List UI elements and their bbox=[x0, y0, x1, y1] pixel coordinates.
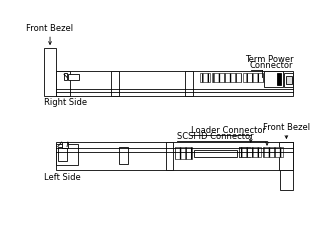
Bar bbox=[62, 142, 68, 148]
Bar bbox=[68, 74, 79, 80]
Bar bbox=[111, 71, 119, 96]
Bar bbox=[56, 142, 292, 170]
Bar bbox=[277, 73, 281, 85]
Bar bbox=[280, 142, 292, 190]
Text: Front Bezel: Front Bezel bbox=[263, 123, 310, 132]
Bar bbox=[200, 73, 210, 82]
Bar bbox=[58, 147, 67, 161]
Bar bbox=[239, 147, 250, 157]
Bar bbox=[185, 71, 193, 96]
Bar bbox=[64, 73, 67, 80]
Bar bbox=[119, 147, 128, 164]
Text: Loader Connector: Loader Connector bbox=[191, 126, 266, 135]
Bar bbox=[264, 71, 283, 87]
Bar bbox=[263, 147, 283, 157]
Text: Front Bezel: Front Bezel bbox=[27, 25, 74, 33]
Bar bbox=[194, 150, 237, 157]
Bar bbox=[56, 71, 292, 96]
Bar bbox=[165, 142, 173, 170]
Text: SCSI ID Connector: SCSI ID Connector bbox=[177, 132, 254, 141]
Bar bbox=[239, 147, 261, 157]
Text: Left Side: Left Side bbox=[44, 173, 81, 182]
Text: Right Side: Right Side bbox=[44, 98, 87, 107]
Bar bbox=[56, 144, 78, 165]
Bar bbox=[287, 76, 292, 84]
Bar bbox=[279, 142, 292, 170]
Bar bbox=[44, 48, 56, 96]
Bar bbox=[243, 73, 263, 82]
Text: Connector: Connector bbox=[250, 61, 293, 70]
Bar bbox=[175, 147, 192, 159]
Bar bbox=[212, 73, 241, 82]
Text: Term Power: Term Power bbox=[245, 55, 293, 64]
Bar bbox=[284, 73, 292, 87]
Bar bbox=[56, 71, 70, 96]
